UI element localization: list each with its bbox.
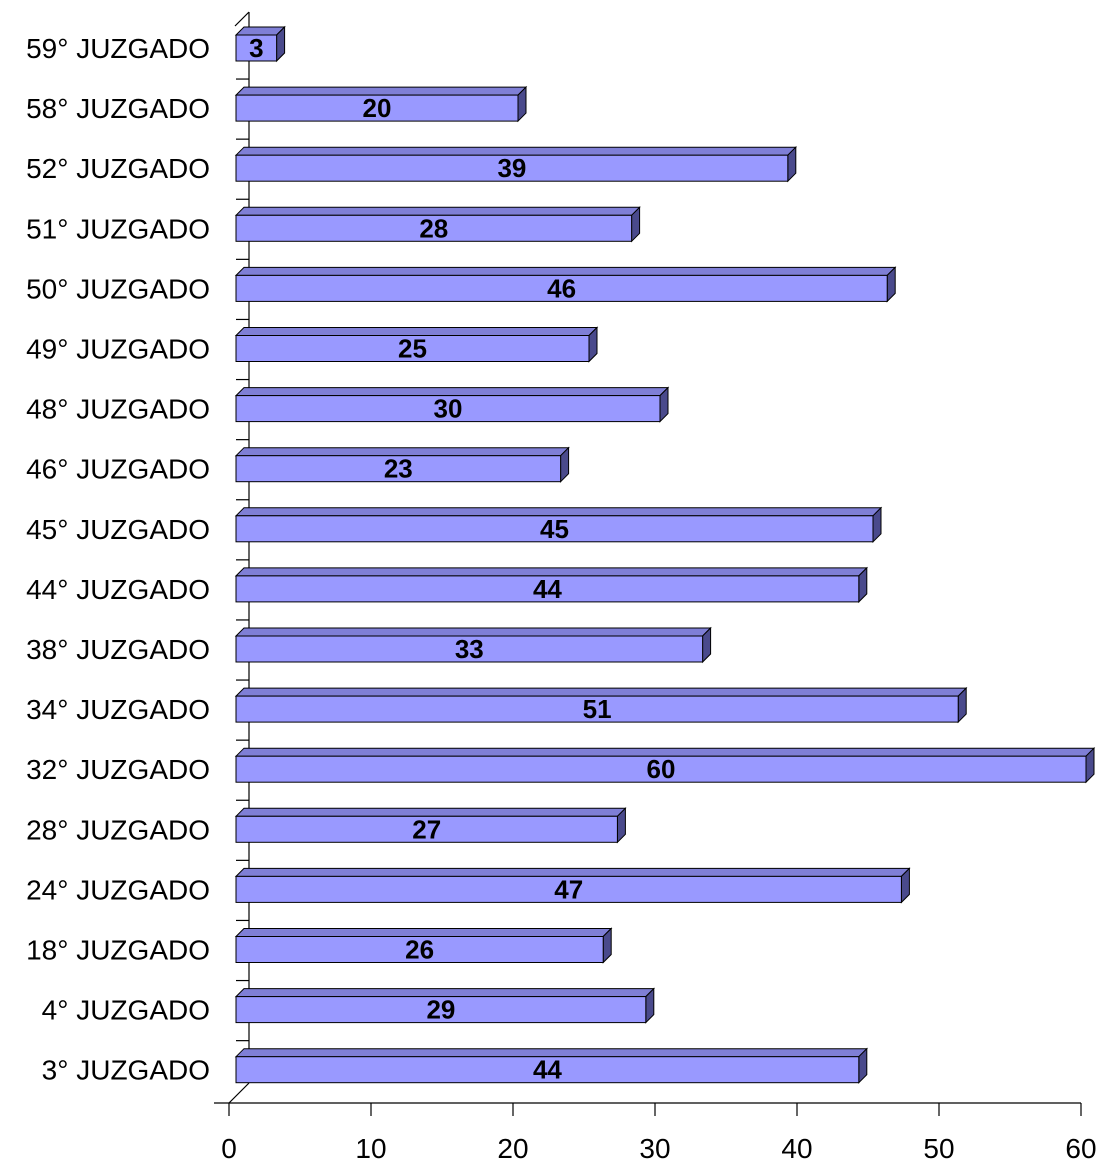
bar-data-label: 46 xyxy=(547,273,576,303)
chart-axes xyxy=(214,11,1082,1116)
bar-data-label: 51 xyxy=(583,694,612,724)
category-label: 38° JUZGADO xyxy=(26,634,210,665)
bar-front-face xyxy=(235,515,874,543)
bar-data-label: 28 xyxy=(419,213,448,243)
bar: 3 xyxy=(234,25,286,63)
bar-front-face xyxy=(235,1056,860,1084)
bar: 44 xyxy=(234,566,869,604)
category-label: 49° JUZGADO xyxy=(26,334,210,365)
bar-data-label: 44 xyxy=(533,1055,562,1085)
bar-front-face xyxy=(235,755,1087,783)
bar-front-face xyxy=(235,996,647,1024)
bar-data-label: 44 xyxy=(533,574,562,604)
x-tick-label: 10 xyxy=(355,1133,386,1161)
bar: 33 xyxy=(234,626,712,664)
category-label: 59° JUZGADO xyxy=(26,33,210,64)
category-label: 44° JUZGADO xyxy=(26,574,210,605)
category-label: 24° JUZGADO xyxy=(26,874,210,905)
x-tick-label: 60 xyxy=(1065,1133,1096,1161)
bar-data-label: 25 xyxy=(398,334,427,364)
bar: 29 xyxy=(234,987,656,1025)
bar-data-label: 60 xyxy=(647,754,676,784)
category-label: 50° JUZGADO xyxy=(26,273,210,304)
bar-data-label: 39 xyxy=(497,153,526,183)
bar: 46 xyxy=(234,266,897,303)
x-tick-label: 20 xyxy=(497,1133,528,1161)
bar-data-label: 30 xyxy=(434,394,463,424)
bar-front-face xyxy=(235,635,704,663)
bar-data-label: 23 xyxy=(384,454,413,484)
category-label: 52° JUZGADO xyxy=(26,153,210,184)
bar-front-face xyxy=(235,575,860,603)
bar: 44 xyxy=(234,1047,869,1085)
bar-data-label: 20 xyxy=(363,93,392,123)
bar-data-label: 3 xyxy=(249,33,263,63)
bar: 27 xyxy=(234,807,627,844)
bar-front-face xyxy=(235,815,618,843)
bar-front-face xyxy=(235,154,789,182)
bar-data-label: 29 xyxy=(426,995,455,1025)
bar: 20 xyxy=(234,85,528,123)
bar-front-face xyxy=(235,875,902,903)
bar: 30 xyxy=(234,386,670,424)
bar-data-label: 27 xyxy=(412,814,441,844)
bar: 28 xyxy=(234,206,641,243)
bar: 51 xyxy=(234,686,968,724)
category-label: 18° JUZGADO xyxy=(26,935,210,966)
axis-depth-line xyxy=(228,1082,250,1104)
bar: 26 xyxy=(234,927,613,965)
category-label: 34° JUZGADO xyxy=(26,694,210,725)
bar: 47 xyxy=(234,867,911,904)
bar-front-face xyxy=(235,34,278,62)
bar-front-face xyxy=(235,335,590,362)
category-label: 3° JUZGADO xyxy=(42,1055,210,1086)
bar-data-label: 47 xyxy=(554,874,583,904)
bar-front-face xyxy=(235,94,519,122)
category-label: 45° JUZGADO xyxy=(26,514,210,545)
category-label: 51° JUZGADO xyxy=(26,213,210,244)
bar-front-face xyxy=(235,695,959,723)
category-labels: 59° JUZGADO 58° JUZGADO 52° JUZGADO 51° JUZ… xyxy=(26,33,210,1086)
category-label: 4° JUZGADO xyxy=(42,995,210,1026)
category-label: 46° JUZGADO xyxy=(26,454,210,485)
category-label: 28° JUZGADO xyxy=(26,814,210,845)
bar-front-face xyxy=(235,395,661,423)
x-tick-label: 40 xyxy=(781,1133,812,1161)
bar: 45 xyxy=(234,506,883,544)
bar: 25 xyxy=(234,326,599,364)
bar-data-label: 45 xyxy=(540,514,569,544)
category-label: 48° JUZGADO xyxy=(26,394,210,425)
bar: 23 xyxy=(234,446,570,484)
x-tick-label: 50 xyxy=(923,1133,954,1161)
bar-front-face xyxy=(235,274,888,302)
x-tick-label: 0 xyxy=(221,1133,237,1161)
x-axis-tick-labels: 0 10 20 30 40 50 60 xyxy=(221,1133,1096,1161)
bar: 39 xyxy=(234,145,798,183)
wall-top-cap xyxy=(234,11,250,27)
category-label: 32° JUZGADO xyxy=(26,754,210,785)
category-label: 58° JUZGADO xyxy=(26,93,210,124)
bar-data-label: 26 xyxy=(405,935,434,965)
bar-data-label: 33 xyxy=(455,634,484,664)
bar-front-face xyxy=(235,936,604,963)
x-tick-label: 30 xyxy=(639,1133,670,1161)
bar-front-face xyxy=(235,214,633,242)
bar: 60 xyxy=(234,746,1096,784)
bar-front-face xyxy=(235,455,562,483)
